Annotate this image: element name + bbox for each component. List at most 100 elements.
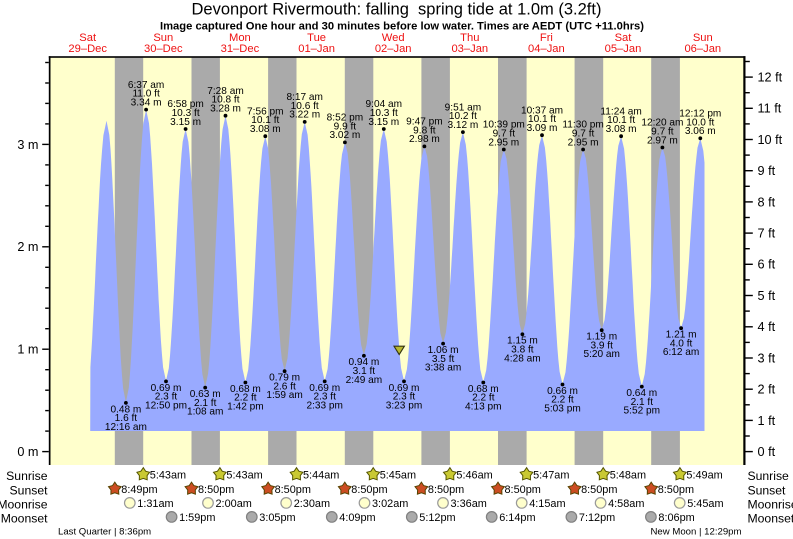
svg-text:9.7 ft: 9.7 ft bbox=[572, 129, 595, 140]
svg-text:3.15 m: 3.15 m bbox=[368, 117, 399, 128]
svg-text:0 m: 0 m bbox=[17, 445, 38, 459]
svg-text:2:00am: 2:00am bbox=[216, 498, 252, 510]
svg-text:0.69 m: 0.69 m bbox=[309, 383, 340, 394]
svg-text:8 ft: 8 ft bbox=[758, 195, 776, 209]
svg-text:8:49pm: 8:49pm bbox=[121, 484, 157, 496]
svg-text:2.1 ft: 2.1 ft bbox=[631, 397, 654, 408]
svg-text:0.64 m: 0.64 m bbox=[626, 388, 657, 399]
svg-text:Sun: Sun bbox=[693, 32, 713, 44]
svg-text:9 ft: 9 ft bbox=[758, 164, 776, 178]
svg-text:3:36am: 3:36am bbox=[451, 498, 487, 510]
svg-text:0.66 m: 0.66 m bbox=[547, 386, 578, 397]
svg-text:8:06pm: 8:06pm bbox=[658, 512, 694, 524]
svg-text:3:02am: 3:02am bbox=[372, 498, 408, 510]
svg-text:1.6 ft: 1.6 ft bbox=[115, 413, 138, 424]
svg-text:9:51 am: 9:51 am bbox=[445, 102, 481, 113]
svg-text:4:58am: 4:58am bbox=[608, 498, 644, 510]
svg-text:2.98 m: 2.98 m bbox=[409, 134, 440, 145]
svg-text:2:33 pm: 2:33 pm bbox=[306, 400, 342, 411]
svg-text:11:30 pm: 11:30 pm bbox=[562, 120, 603, 131]
svg-text:5:43am: 5:43am bbox=[150, 470, 186, 482]
svg-text:Sat: Sat bbox=[79, 32, 97, 44]
svg-text:29–Dec: 29–Dec bbox=[68, 43, 107, 55]
svg-text:3.28 m: 3.28 m bbox=[210, 104, 241, 115]
svg-text:8:50pm: 8:50pm bbox=[351, 484, 387, 496]
svg-text:4.0 ft: 4.0 ft bbox=[670, 338, 693, 349]
svg-text:9.8 ft: 9.8 ft bbox=[413, 125, 436, 136]
svg-text:2:30am: 2:30am bbox=[294, 498, 330, 510]
svg-text:10.1 ft: 10.1 ft bbox=[607, 115, 635, 126]
svg-text:3.06 m: 3.06 m bbox=[685, 126, 716, 137]
svg-text:1:42 pm: 1:42 pm bbox=[227, 402, 263, 413]
svg-text:11 ft: 11 ft bbox=[758, 102, 782, 116]
svg-text:02–Jan: 02–Jan bbox=[375, 43, 412, 55]
svg-text:0.63 m: 0.63 m bbox=[190, 389, 221, 400]
svg-text:0.69 m: 0.69 m bbox=[151, 383, 182, 394]
svg-text:3.1 ft: 3.1 ft bbox=[353, 366, 376, 377]
svg-text:1.15 m: 1.15 m bbox=[507, 336, 538, 347]
svg-text:2.6 ft: 2.6 ft bbox=[273, 381, 296, 392]
svg-text:2.2 ft: 2.2 ft bbox=[551, 395, 574, 406]
svg-text:10.2 ft: 10.2 ft bbox=[449, 111, 477, 122]
svg-text:Image captured One hour and 30: Image captured One hour and 30 minutes b… bbox=[160, 20, 644, 32]
svg-text:7:56 pm: 7:56 pm bbox=[247, 106, 283, 117]
svg-text:Sunset: Sunset bbox=[748, 484, 787, 498]
svg-text:5:12pm: 5:12pm bbox=[419, 512, 455, 524]
svg-text:1:31am: 1:31am bbox=[137, 498, 173, 510]
svg-text:6:37 am: 6:37 am bbox=[128, 80, 164, 91]
svg-text:2.95 m: 2.95 m bbox=[488, 137, 519, 148]
svg-text:12 ft: 12 ft bbox=[758, 71, 783, 85]
svg-text:6 ft: 6 ft bbox=[758, 258, 776, 272]
svg-text:3:38 am: 3:38 am bbox=[425, 363, 461, 374]
svg-text:8:50pm: 8:50pm bbox=[275, 484, 311, 496]
svg-text:Devonport Rivermouth: falling: Devonport Rivermouth: falling spring tid… bbox=[192, 1, 602, 19]
svg-text:3.08 m: 3.08 m bbox=[250, 124, 281, 135]
svg-text:0 ft: 0 ft bbox=[758, 445, 776, 459]
svg-text:4:09pm: 4:09pm bbox=[339, 512, 375, 524]
svg-text:6:58 pm: 6:58 pm bbox=[167, 99, 203, 110]
svg-text:5 ft: 5 ft bbox=[758, 289, 776, 303]
svg-text:Moonset: Moonset bbox=[748, 512, 793, 526]
svg-text:1 ft: 1 ft bbox=[758, 414, 776, 428]
svg-text:Sunrise: Sunrise bbox=[748, 469, 790, 483]
svg-text:2.95 m: 2.95 m bbox=[568, 137, 599, 148]
svg-text:Mon: Mon bbox=[229, 32, 251, 44]
svg-text:2.3 ft: 2.3 ft bbox=[393, 392, 416, 403]
svg-text:1.19 m: 1.19 m bbox=[586, 332, 617, 343]
svg-text:10.6 ft: 10.6 ft bbox=[291, 101, 319, 112]
svg-text:2.3 ft: 2.3 ft bbox=[155, 392, 178, 403]
svg-text:Moonrise: Moonrise bbox=[0, 498, 48, 512]
svg-text:5:52 pm: 5:52 pm bbox=[624, 406, 660, 417]
svg-text:1:08 am: 1:08 am bbox=[187, 407, 223, 418]
svg-text:11:24 am: 11:24 am bbox=[600, 106, 641, 117]
svg-text:3.5 ft: 3.5 ft bbox=[432, 354, 455, 365]
svg-text:3:05pm: 3:05pm bbox=[259, 512, 295, 524]
svg-text:12:12 pm: 12:12 pm bbox=[679, 109, 721, 120]
svg-text:9.9 ft: 9.9 ft bbox=[334, 121, 357, 132]
svg-text:30–Dec: 30–Dec bbox=[144, 43, 183, 55]
svg-text:Moonset: Moonset bbox=[1, 512, 48, 526]
svg-text:7:28 am: 7:28 am bbox=[207, 86, 243, 97]
svg-text:2.97 m: 2.97 m bbox=[647, 135, 678, 146]
svg-text:0.69 m: 0.69 m bbox=[389, 383, 420, 394]
svg-text:8:50pm: 8:50pm bbox=[581, 484, 617, 496]
svg-text:12:50 pm: 12:50 pm bbox=[145, 400, 187, 411]
svg-text:3.9 ft: 3.9 ft bbox=[590, 340, 613, 351]
svg-text:3:23 pm: 3:23 pm bbox=[386, 400, 422, 411]
svg-text:1.06 m: 1.06 m bbox=[428, 345, 459, 356]
svg-text:0.79 m: 0.79 m bbox=[269, 373, 300, 384]
svg-text:0.68 m: 0.68 m bbox=[468, 384, 499, 395]
svg-text:1:59pm: 1:59pm bbox=[179, 512, 215, 524]
svg-text:5:20 am: 5:20 am bbox=[583, 349, 619, 360]
svg-text:3.15 m: 3.15 m bbox=[170, 117, 201, 128]
svg-text:2.2 ft: 2.2 ft bbox=[234, 393, 257, 404]
svg-text:Sunset: Sunset bbox=[10, 484, 49, 498]
svg-text:2 ft: 2 ft bbox=[758, 383, 776, 397]
svg-text:10.3 ft: 10.3 ft bbox=[370, 108, 398, 119]
svg-text:7 ft: 7 ft bbox=[758, 227, 776, 241]
svg-text:1:59 am: 1:59 am bbox=[266, 390, 302, 401]
svg-text:7:12pm: 7:12pm bbox=[579, 512, 615, 524]
svg-text:9:04 am: 9:04 am bbox=[366, 99, 402, 110]
svg-text:5:47am: 5:47am bbox=[533, 470, 569, 482]
svg-text:9:47 pm: 9:47 pm bbox=[406, 117, 442, 128]
